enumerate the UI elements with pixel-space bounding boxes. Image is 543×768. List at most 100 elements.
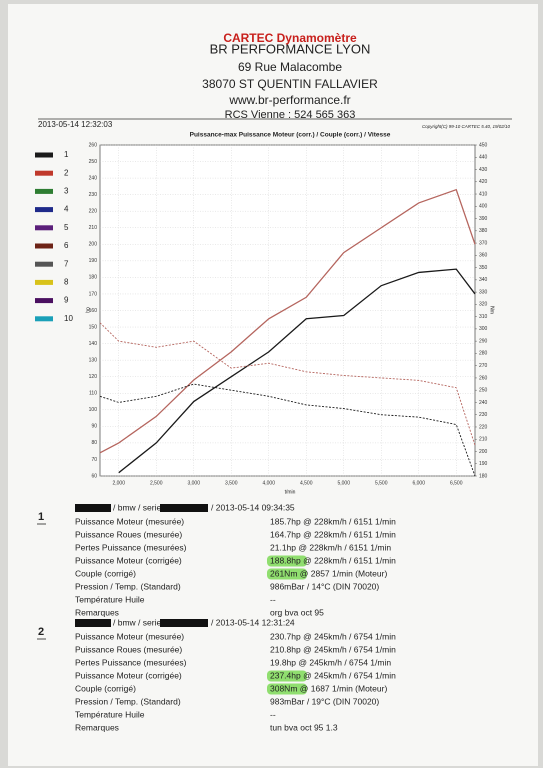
- run-vehicle: / bmw / serie1 /: [113, 502, 171, 512]
- row-value: tun bva oct 95 1.3: [270, 722, 338, 732]
- y2-tick-label: 350: [479, 265, 488, 271]
- y2-tick-label: 450: [479, 142, 488, 148]
- redaction: [160, 504, 208, 512]
- y2-tick-label: 250: [479, 388, 488, 394]
- y2-tick-label: 320: [479, 302, 488, 308]
- row-value: 164.7hp @ 228km/h / 6151 1/min: [270, 529, 396, 539]
- highlight: [267, 683, 307, 695]
- y2-tick-label: 200: [479, 449, 488, 455]
- y2-tick-label: 380: [479, 228, 488, 234]
- y2-tick-label: 260: [479, 375, 488, 381]
- run-number: 1: [38, 511, 44, 523]
- row-value: 237.4hp @ 245km/h / 6754 1/min: [270, 670, 396, 680]
- y-tick-label: 210: [89, 225, 98, 231]
- y2-tick-label: 330: [479, 289, 488, 295]
- legend-label: 5: [64, 223, 69, 232]
- y2-tick-label: 280: [479, 351, 488, 357]
- x-tick-label: 4,000: [262, 480, 275, 486]
- y-tick-label: 180: [89, 275, 98, 281]
- y-tick-label: 90: [91, 424, 97, 430]
- redaction: [75, 504, 111, 512]
- x-tick-label: 5,000: [337, 480, 350, 486]
- redaction: [160, 619, 208, 627]
- y-tick-label: 150: [89, 324, 98, 330]
- legend-swatch: [35, 225, 53, 231]
- row-value: 986mBar / 14°C (DIN 70020): [270, 581, 379, 591]
- row-label: Puissance Roues (mesurée): [75, 529, 182, 539]
- y-tick-label: 80: [91, 440, 97, 446]
- y2-tick-label: 230: [479, 412, 488, 418]
- y2-tick-label: 370: [479, 240, 488, 246]
- y-tick-label: 110: [89, 391, 97, 397]
- legend-swatch: [35, 279, 53, 285]
- y2-tick-label: 420: [479, 179, 488, 185]
- row-label: Puissance Roues (mesurée): [75, 644, 182, 654]
- row-label: Température Huile: [75, 709, 145, 719]
- row-label: Puissance Moteur (mesurée): [75, 516, 184, 526]
- legend-label: 6: [64, 241, 69, 250]
- row-label: Puissance Moteur (mesurée): [75, 631, 184, 641]
- street: 69 Rue Malacombe: [238, 60, 342, 74]
- x-tick-label: 2,500: [150, 480, 163, 486]
- y-tick-label: 190: [89, 258, 98, 264]
- y2-tick-label: 390: [479, 216, 488, 222]
- company: BR PERFORMANCE LYON: [210, 41, 371, 56]
- row-label: Couple (corrigé): [75, 568, 136, 578]
- row-value: --: [270, 709, 276, 719]
- legend-swatch: [35, 188, 53, 194]
- copyright: Copyright(C) 99-10 CARTEC 5.40, 19/02/10: [422, 124, 510, 129]
- y2-tick-label: 440: [479, 155, 488, 161]
- row-label: Remarques: [75, 607, 119, 617]
- x-tick-label: 3,000: [187, 480, 200, 486]
- highlight: [267, 670, 307, 682]
- x-tick-label: 6,000: [412, 480, 425, 486]
- row-label: Pression / Temp. (Standard): [75, 696, 181, 706]
- y2-tick-label: 290: [479, 338, 488, 344]
- y2-tick-label: 300: [479, 326, 488, 332]
- row-label: Température Huile: [75, 594, 145, 604]
- y-tick-label: 230: [89, 192, 98, 198]
- legend-label: 2: [64, 168, 69, 177]
- x-tick-label: 6,500: [450, 480, 463, 486]
- y2-tick-label: 410: [479, 191, 488, 197]
- x-tick-label: 2,000: [112, 480, 125, 486]
- row-label: Remarques: [75, 722, 119, 732]
- y-tick-label: 100: [89, 407, 98, 413]
- run-date: / 2013-05-14 12:31:24: [211, 617, 295, 627]
- legend-label: 4: [64, 205, 69, 214]
- redaction: [75, 619, 111, 627]
- y2-tick-label: 240: [479, 400, 488, 406]
- series-line: [118, 268, 476, 474]
- legend-label: 1: [64, 150, 69, 159]
- y2-tick-label: 190: [479, 461, 488, 467]
- y-tick-label: 240: [89, 175, 98, 181]
- y2-axis-label: Nm: [489, 306, 495, 314]
- legend-swatch: [35, 243, 53, 249]
- legend-swatch: [35, 152, 53, 158]
- run-date: / 2013-05-14 09:34:35: [211, 502, 295, 512]
- y-tick-label: 200: [89, 242, 98, 248]
- y2-tick-label: 180: [479, 473, 488, 479]
- y2-tick-label: 340: [479, 277, 488, 283]
- legend-label: 8: [64, 278, 69, 287]
- x-tick-label: 4,500: [300, 480, 313, 486]
- y2-tick-label: 270: [479, 363, 488, 369]
- legend-swatch: [35, 170, 53, 176]
- city: 38070 ST QUENTIN FALLAVIER: [202, 77, 378, 91]
- highlight: [267, 568, 307, 580]
- run-number: 2: [38, 626, 44, 638]
- row-value: 261Nm @ 2857 1/min (Moteur): [270, 568, 387, 578]
- row-label: Pression / Temp. (Standard): [75, 581, 181, 591]
- y-tick-label: 120: [89, 374, 98, 380]
- legend-label: 9: [64, 296, 69, 305]
- y-tick-label: 260: [89, 142, 98, 148]
- x-tick-label: 5,500: [375, 480, 388, 486]
- y-axis-label: hp: [85, 307, 91, 313]
- legend-swatch: [35, 316, 53, 322]
- print-date: 2013-05-14 12:32:03: [38, 120, 113, 129]
- chart-title: Puissance-max Puissance Moteur (corr.) /…: [190, 132, 391, 139]
- row-value: 21.1hp @ 228km/h / 6151 1/min: [270, 542, 391, 552]
- y-tick-label: 70: [91, 457, 97, 463]
- y-tick-label: 160: [89, 308, 98, 314]
